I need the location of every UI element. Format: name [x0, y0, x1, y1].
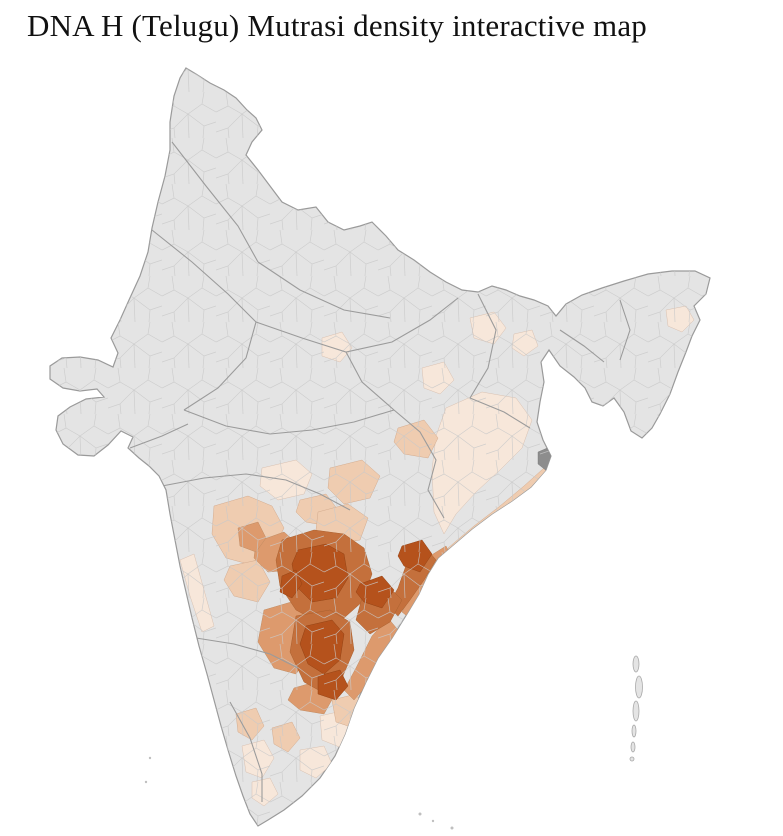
islet	[450, 826, 454, 830]
state-border-line	[469, 293, 497, 399]
state-border-line	[469, 397, 531, 429]
islet	[418, 812, 422, 816]
state-border-line	[183, 409, 395, 435]
state-border-line	[195, 637, 299, 669]
island[interactable]	[632, 655, 640, 673]
page-title: DNA H (Telugu) Mutrasi density interacti…	[27, 8, 647, 43]
district-region[interactable]	[539, 409, 563, 439]
state-border-line	[129, 423, 189, 449]
small-islets	[144, 756, 454, 830]
state-border-line	[229, 701, 263, 802]
island[interactable]	[632, 700, 640, 722]
district-grid-overlay	[50, 68, 710, 826]
state-border-line	[619, 299, 631, 361]
state-border-line	[171, 141, 259, 263]
state-border-line	[161, 473, 351, 511]
islet	[148, 756, 152, 760]
state-border-line	[255, 297, 459, 353]
state-border-line	[257, 261, 391, 319]
state-border-line	[345, 351, 395, 411]
state-border-line	[559, 329, 605, 363]
island[interactable]	[630, 741, 636, 753]
islet	[144, 780, 148, 784]
island[interactable]	[629, 756, 635, 762]
state-border-line	[151, 229, 257, 411]
state-borders	[129, 141, 631, 802]
state-border-line	[393, 409, 445, 519]
islet	[431, 819, 435, 823]
andaman-nicobar-islands[interactable]	[629, 655, 643, 762]
island[interactable]	[635, 675, 643, 699]
island[interactable]	[631, 724, 637, 738]
district-region[interactable]	[42, 415, 53, 424]
